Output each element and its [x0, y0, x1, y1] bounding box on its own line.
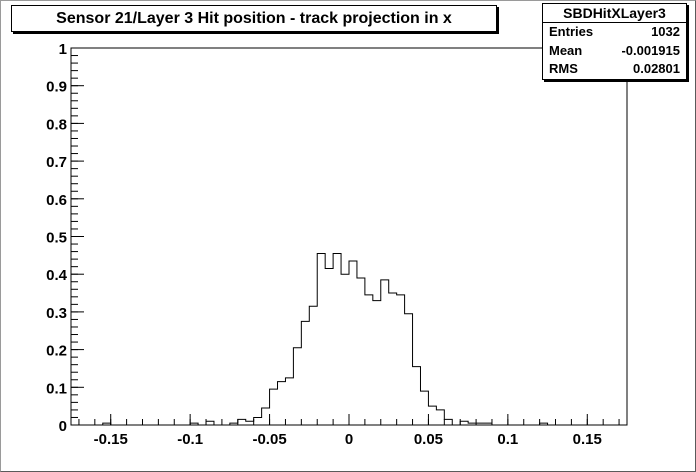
y-tick-label: 0.1 — [46, 380, 67, 397]
histogram-bin — [444, 419, 452, 425]
y-tick-label: 0.4 — [46, 267, 68, 284]
histogram-bin — [460, 421, 468, 425]
histogram-bin — [301, 321, 309, 425]
y-axis: 0 0.1 0.2 0.3 0.4 0.5 0.6 0.7 0.8 0.9 1 — [46, 41, 84, 435]
stats-entries-value: 1032 — [651, 24, 680, 39]
stats-entries-label: Entries — [549, 24, 594, 39]
histogram-bin — [333, 253, 341, 425]
y-tick-label: 0.8 — [46, 116, 67, 133]
stats-mean-value: -0.001915 — [621, 42, 680, 58]
histogram-bin — [317, 253, 325, 425]
histogram-bin — [293, 348, 301, 425]
histogram-bin — [381, 280, 389, 425]
histogram-bin — [238, 419, 246, 425]
x-tick-label: -0.1 — [177, 431, 203, 448]
y-tick-label: 1 — [59, 41, 67, 58]
histogram-bin — [270, 389, 278, 425]
plot-frame — [70, 47, 628, 426]
stats-mean-label: Mean — [549, 42, 583, 58]
histogram-outline — [71, 252, 627, 426]
y-tick-label: 0 — [59, 418, 67, 435]
histogram-bin — [357, 278, 365, 425]
histogram-bin — [405, 314, 413, 425]
histogram-bin — [428, 406, 436, 425]
x-tick-label: -0.15 — [94, 431, 128, 448]
histogram-bin — [309, 306, 317, 425]
chart-title: Sensor 21/Layer 3 Hit position - track p… — [11, 5, 497, 32]
histogram-bin — [365, 295, 373, 425]
stats-histogram-name: SBDHitXLayer3 — [543, 4, 686, 23]
histogram-bin — [373, 301, 381, 425]
histogram-bin — [436, 410, 444, 425]
y-tick-label: 0.2 — [46, 343, 67, 360]
stats-row-mean: Mean -0.001915 — [543, 42, 686, 61]
histogram-bin — [420, 391, 428, 425]
stats-rms-value: 0.02801 — [633, 61, 680, 76]
stats-box: SBDHitXLayer3 Entries 1032 Mean -0.00191… — [542, 3, 687, 80]
histogram-bin — [206, 421, 214, 425]
histogram-bins — [103, 253, 548, 425]
chart-title-text: Sensor 21/Layer 3 Hit position - track p… — [56, 9, 452, 27]
histogram-bin — [246, 421, 254, 425]
x-tick-label: 0.1 — [497, 431, 518, 448]
stats-rms-label: RMS — [549, 61, 578, 76]
x-tick-label: -0.05 — [252, 431, 286, 448]
y-tick-label: 0.9 — [46, 79, 67, 96]
y-tick-label: 0.3 — [46, 305, 67, 322]
stats-row-entries: Entries 1032 — [543, 23, 686, 42]
x-axis: -0.15 -0.1 -0.05 0 0.05 0.1 0.15 — [78, 414, 620, 448]
histogram-bin — [325, 269, 333, 425]
y-tick-label: 0.5 — [46, 230, 67, 247]
histogram-bin — [349, 261, 357, 425]
histogram-bin — [413, 367, 421, 425]
y-tick-label: 0.7 — [46, 154, 67, 171]
stats-row-rms: RMS 0.02801 — [543, 60, 686, 79]
histogram-bin — [262, 408, 270, 425]
histogram-bin — [285, 378, 293, 425]
y-tick-label: 0.6 — [46, 192, 67, 209]
x-tick-label: 0 — [345, 431, 353, 448]
histogram-bin — [389, 293, 397, 425]
x-tick-label: 0.05 — [414, 431, 443, 448]
x-tick-label: 0.15 — [573, 431, 602, 448]
histogram-bin — [278, 382, 286, 425]
histogram-bin — [254, 417, 262, 425]
histogram-bin — [397, 295, 405, 425]
histogram-bin — [341, 274, 349, 425]
